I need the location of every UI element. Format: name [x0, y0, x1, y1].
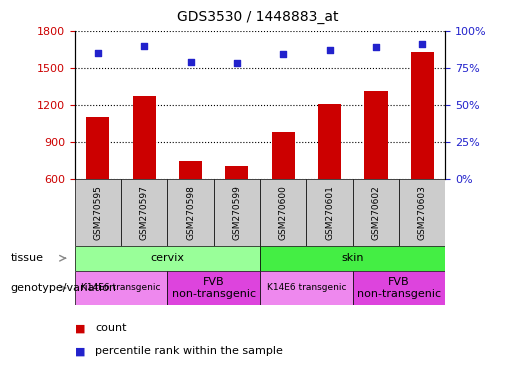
Text: K14E6 transgenic: K14E6 transgenic	[267, 283, 346, 293]
Bar	[260, 246, 445, 271]
Bar	[179, 161, 202, 253]
Text: tissue: tissue	[10, 253, 43, 263]
Bar	[272, 132, 295, 253]
Text: GSM270602: GSM270602	[371, 185, 381, 240]
Text: skin: skin	[341, 253, 364, 263]
Bar	[260, 271, 353, 305]
Text: GSM270598: GSM270598	[186, 185, 195, 240]
Text: FVB
non-transgenic: FVB non-transgenic	[357, 277, 441, 299]
Text: FVB
non-transgenic: FVB non-transgenic	[171, 277, 256, 299]
Text: GDS3530 / 1448883_at: GDS3530 / 1448883_at	[177, 10, 338, 23]
Bar	[86, 117, 109, 253]
Text: K14E6 transgenic: K14E6 transgenic	[81, 283, 161, 293]
Text: GSM270595: GSM270595	[93, 185, 102, 240]
Bar	[399, 179, 445, 246]
Text: GSM270600: GSM270600	[279, 185, 288, 240]
Text: percentile rank within the sample: percentile rank within the sample	[95, 346, 283, 356]
Bar	[167, 179, 214, 246]
Bar	[410, 52, 434, 253]
Bar	[121, 179, 167, 246]
Bar	[353, 179, 399, 246]
Bar	[133, 96, 156, 253]
Point	[418, 41, 426, 47]
Text: GSM270597: GSM270597	[140, 185, 149, 240]
Text: ■: ■	[75, 346, 89, 356]
Point	[372, 44, 380, 50]
Bar	[167, 271, 260, 305]
Text: count: count	[95, 323, 127, 333]
Point	[325, 47, 334, 53]
Bar	[306, 179, 353, 246]
Text: GSM270601: GSM270601	[325, 185, 334, 240]
Bar	[364, 91, 387, 253]
Point	[279, 51, 287, 58]
Point	[140, 43, 148, 49]
Bar	[75, 246, 260, 271]
Point	[186, 59, 195, 65]
Bar	[214, 179, 260, 246]
Bar	[260, 179, 306, 246]
Text: genotype/variation: genotype/variation	[10, 283, 116, 293]
Point	[233, 60, 241, 66]
Text: ■: ■	[75, 323, 89, 333]
Bar	[226, 166, 248, 253]
Text: GSM270603: GSM270603	[418, 185, 427, 240]
Bar	[353, 271, 445, 305]
Bar	[75, 179, 121, 246]
Text: GSM270599: GSM270599	[232, 185, 242, 240]
Point	[94, 50, 102, 56]
Bar	[318, 104, 341, 253]
Bar	[75, 271, 167, 305]
Text: cervix: cervix	[150, 253, 184, 263]
